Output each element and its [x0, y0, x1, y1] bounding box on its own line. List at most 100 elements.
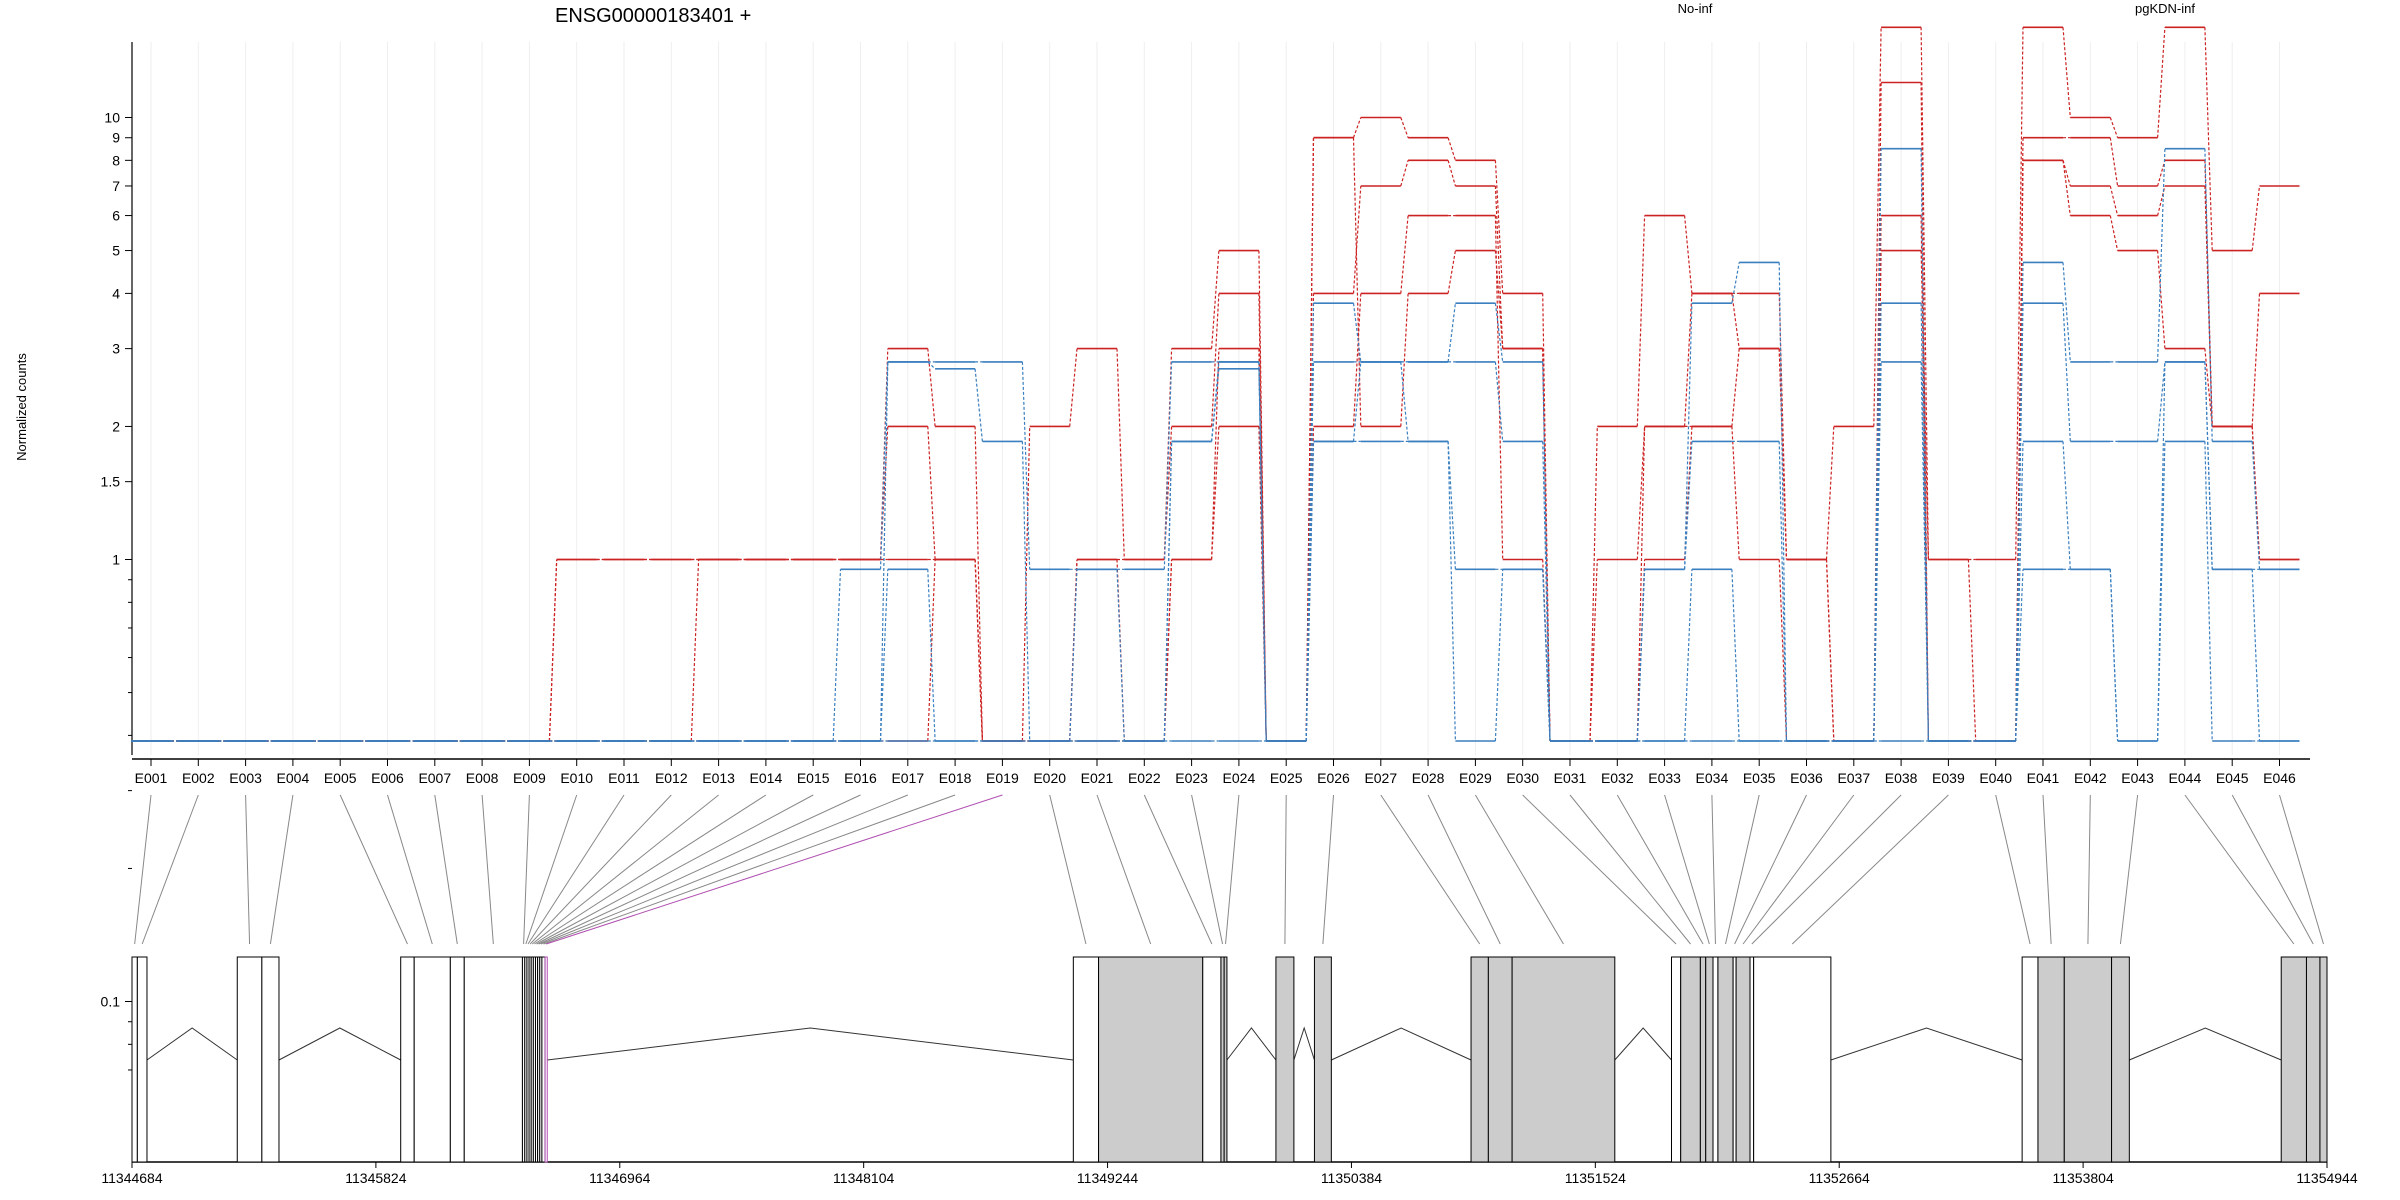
exon-connector	[481, 794, 494, 945]
series-transition	[171, 82, 2261, 742]
x-tick-label: E003	[229, 770, 262, 786]
intron-line	[1331, 1027, 1472, 1061]
x-tick-label: E036	[1790, 770, 1823, 786]
x-tick-label: E043	[2121, 770, 2154, 786]
x-tick-label: E034	[1696, 770, 1729, 786]
series-plateau	[131, 361, 2300, 742]
series-plateau	[131, 26, 2300, 742]
exon-box	[1735, 956, 1751, 1163]
exon-box	[2280, 956, 2307, 1163]
exon-connector-lines	[134, 794, 2324, 945]
x-tick-label: E002	[182, 770, 215, 786]
exon-connector	[1616, 794, 1704, 945]
intron-line	[1293, 1026, 1315, 1061]
coordinate-tick-label: 11353804	[2052, 1170, 2113, 1186]
exon-connector	[1751, 794, 1902, 945]
exon-connector	[529, 794, 672, 945]
series-plateau	[131, 81, 2300, 742]
exon-box	[1313, 956, 1332, 1163]
exon-box	[2305, 956, 2321, 1163]
intron-line	[547, 1027, 1074, 1061]
x-tick-label: E039	[1932, 770, 1965, 786]
exon-connector	[538, 794, 861, 945]
y-tick-label: 1	[112, 552, 120, 568]
exon-box	[463, 956, 523, 1163]
x-tick-label: E009	[513, 770, 546, 786]
exon-box	[2021, 956, 2039, 1163]
x-tick-label: E012	[655, 770, 688, 786]
exon-box	[261, 956, 280, 1163]
x-tick-label: E030	[1506, 770, 1539, 786]
y-tick-label: 3	[112, 341, 120, 357]
chart-title: ENSG00000183401 +	[555, 5, 751, 27]
coordinate-tick-label: 11348104	[833, 1170, 894, 1186]
x-tick-label: E033	[1648, 770, 1681, 786]
x-tick-label: E006	[371, 770, 404, 786]
x-tick-label: E004	[277, 770, 310, 786]
exon-connector	[527, 794, 625, 945]
x-tick-label: E046	[2263, 770, 2296, 786]
exon-box	[1717, 956, 1734, 1163]
exon-box	[1223, 956, 1228, 1163]
exon-connector	[1284, 794, 1287, 945]
coordinate-tick-label: 11354944	[2296, 1170, 2357, 1186]
exon-connector	[2279, 794, 2324, 945]
x-tick-label: E015	[797, 770, 830, 786]
x-tick-label: E028	[1412, 770, 1445, 786]
y-tick-label: 9	[112, 130, 120, 146]
x-tick-label: E008	[466, 770, 499, 786]
exon-connector	[2042, 794, 2052, 945]
gene-model	[131, 956, 2328, 1163]
exon-connector	[2184, 794, 2295, 945]
exon-connector	[1049, 794, 1087, 945]
series-plateau	[131, 147, 2300, 742]
exon-box	[544, 956, 548, 1163]
intron-line	[1830, 1027, 2023, 1061]
y-tick-label: 4	[112, 285, 120, 301]
x-tick-label: E014	[750, 770, 783, 786]
exon-box	[136, 956, 148, 1163]
exon-box	[413, 956, 451, 1163]
y-tick-label: 0.1	[101, 994, 121, 1010]
coordinate-tick-label: 11345824	[345, 1170, 406, 1186]
exon-box	[1753, 956, 1832, 1163]
exon-connector	[1380, 794, 1481, 945]
x-tick-label: E016	[844, 770, 877, 786]
x-tick-label: E035	[1743, 770, 1776, 786]
y-tick-label: 10	[104, 110, 120, 126]
exon-connector	[525, 794, 578, 945]
exon-connector	[1742, 794, 1855, 945]
exon-box	[1275, 956, 1295, 1163]
exon-connector	[2119, 794, 2139, 945]
exon-box	[2319, 956, 2328, 1163]
x-gridlines	[150, 42, 2280, 755]
series-transition	[171, 361, 2260, 742]
series-transition	[171, 160, 2261, 742]
x-tick-label: E029	[1459, 770, 1492, 786]
series-plateau	[131, 361, 2300, 742]
exon-connector	[434, 794, 458, 945]
exon-connector	[534, 794, 767, 945]
x-tick-label: E027	[1364, 770, 1397, 786]
exon-box	[1072, 956, 1100, 1163]
x-tick-label: E040	[1979, 770, 2012, 786]
x-tick-label: E025	[1270, 770, 1303, 786]
x-tick-label: E044	[2169, 770, 2202, 786]
exon-box	[236, 956, 263, 1163]
y-tick-label: 5	[112, 243, 120, 259]
exon-connector	[1427, 794, 1501, 945]
x-tick-label: E010	[560, 770, 593, 786]
exon-connector	[1664, 794, 1710, 945]
exon-connector	[1522, 794, 1677, 945]
exon-box	[1712, 956, 1719, 1163]
x-tick-label: E024	[1223, 770, 1256, 786]
x-tick-label: E037	[1837, 770, 1870, 786]
exon-connector	[1995, 794, 2031, 945]
x-tick-label: E011	[608, 770, 640, 786]
intron-line	[2129, 1027, 2282, 1061]
exon-connector	[1791, 794, 1949, 945]
y-tick-label: 1.5	[101, 474, 121, 490]
x-tick-label: E017	[891, 770, 924, 786]
exon-box	[1749, 956, 1755, 1163]
